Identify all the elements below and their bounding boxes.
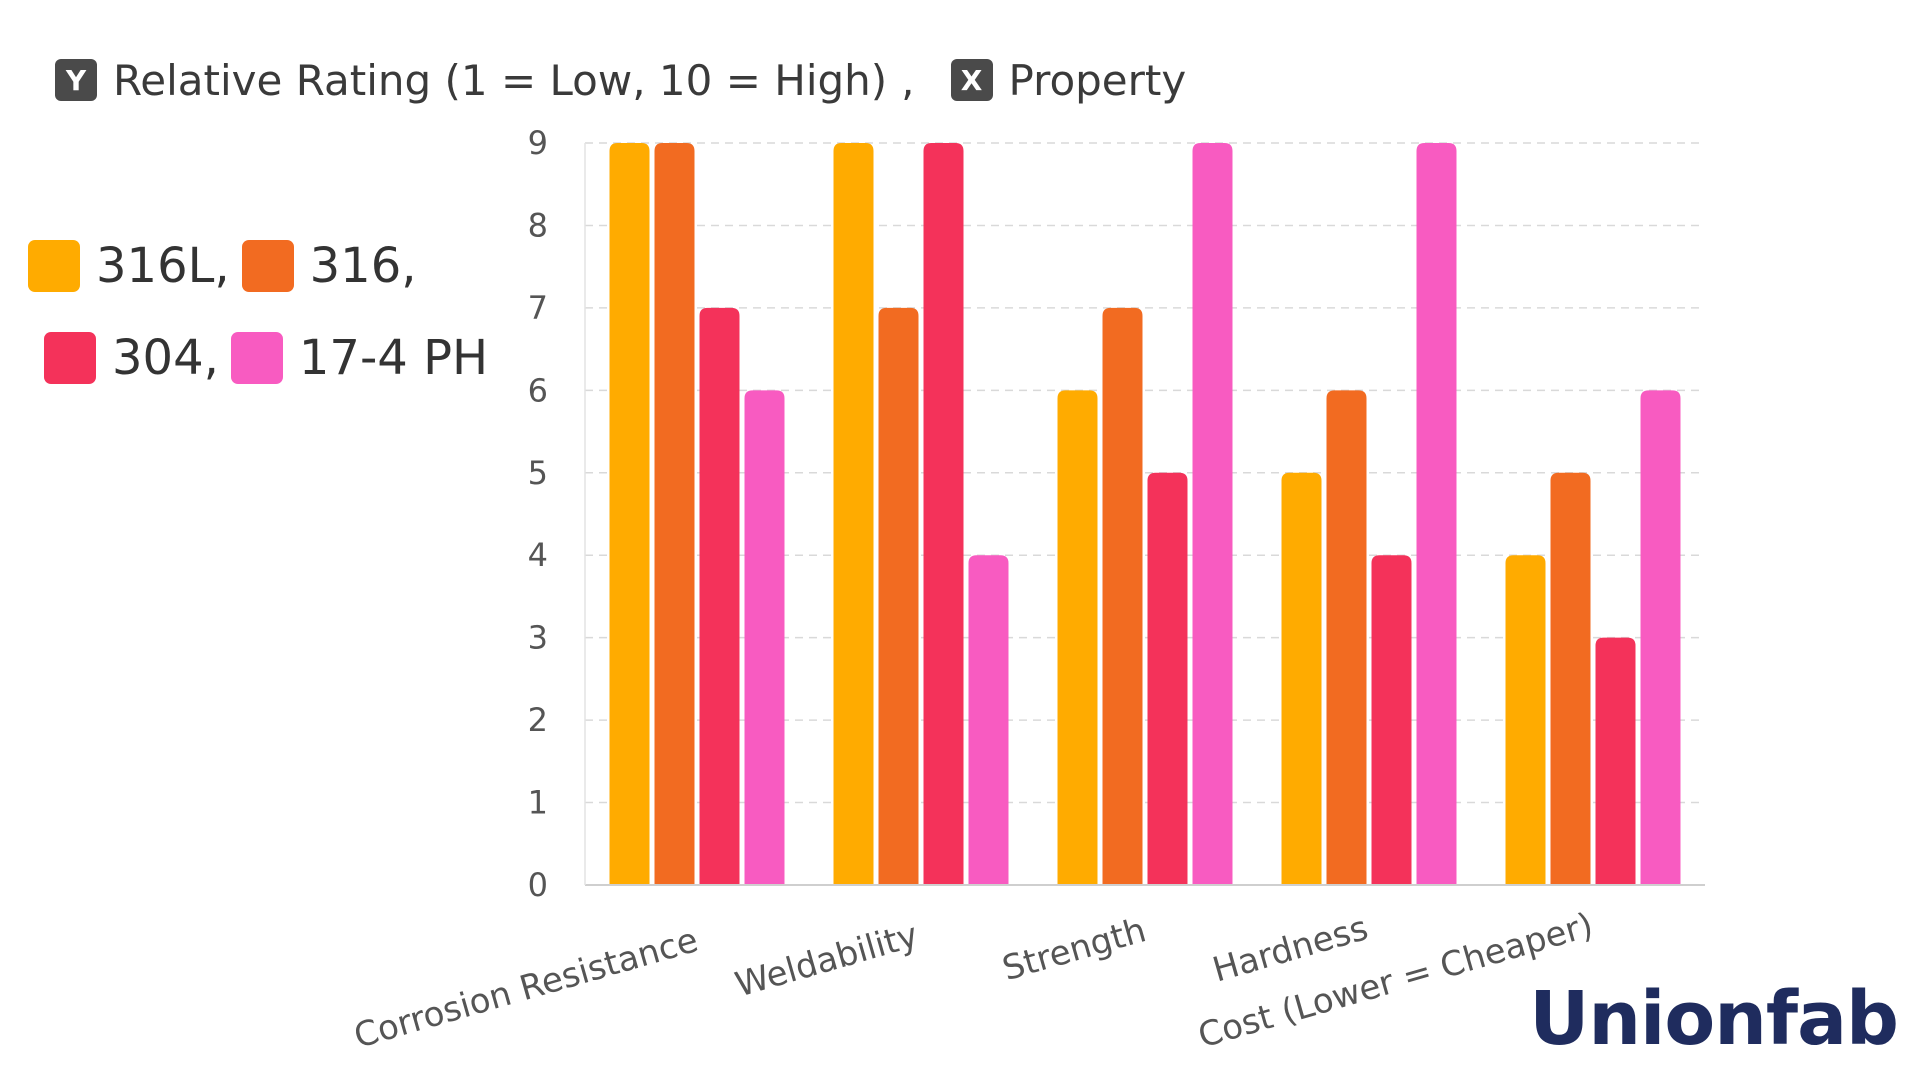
bar xyxy=(1640,390,1681,885)
y-axis-ticks: 0 1 2 3 4 5 6 7 8 9 xyxy=(528,124,548,904)
bar xyxy=(1505,555,1546,885)
x-category-label: Strength xyxy=(998,910,1150,989)
y-tick-label: 3 xyxy=(528,619,548,657)
x-axis-badge: X xyxy=(950,59,993,101)
y-tick-label: 7 xyxy=(528,289,548,327)
bar xyxy=(1192,143,1233,885)
bar xyxy=(1147,472,1188,885)
bar xyxy=(699,307,740,885)
bar xyxy=(1281,472,1322,885)
legend-item[interactable]: 316, xyxy=(241,238,417,294)
legend-label: 17-4 PH xyxy=(298,330,489,386)
legend-swatch xyxy=(241,240,294,292)
bar xyxy=(1326,390,1367,885)
x-axis xyxy=(584,143,1705,886)
bar xyxy=(744,390,785,885)
legend-row: 316L, 316, xyxy=(28,220,500,312)
bar xyxy=(609,143,650,885)
bar xyxy=(1371,555,1412,885)
bar xyxy=(1595,637,1636,885)
legend: 316L, 316, 304, 17-4 PH xyxy=(28,220,500,404)
bar xyxy=(1102,307,1143,885)
bar xyxy=(923,143,964,885)
bar xyxy=(968,555,1009,885)
y-axis-title: Relative Rating (1 = Low, 10 = High) xyxy=(113,55,888,105)
y-tick-label: 5 xyxy=(528,454,548,492)
y-tick-label: 0 xyxy=(528,866,548,904)
legend-item[interactable]: 304, xyxy=(44,330,219,386)
x-category-label: Weldability xyxy=(731,915,923,1005)
y-tick-label: 6 xyxy=(528,371,548,409)
bar xyxy=(654,143,695,885)
y-tick-label: 8 xyxy=(528,206,548,244)
y-tick-label: 9 xyxy=(528,124,548,162)
legend-label: 316L, xyxy=(96,238,230,294)
bar xyxy=(833,143,874,885)
axis-header: Y Relative Rating (1 = Low, 10 = High) ,… xyxy=(55,48,1186,112)
bar xyxy=(878,307,919,885)
y-tick-label: 2 xyxy=(528,701,548,739)
legend-item[interactable]: 316L, xyxy=(28,238,230,294)
x-axis-categories: Corrosion Resistance Weldability Strength H… xyxy=(350,905,1598,1056)
brand-logo: Unionfab xyxy=(1529,976,1899,1062)
legend-swatch xyxy=(28,240,80,292)
legend-swatch xyxy=(44,332,96,384)
axis-separator: , xyxy=(901,55,915,105)
legend-swatch xyxy=(230,332,283,384)
bar xyxy=(1550,472,1591,885)
bar xyxy=(1416,143,1457,885)
legend-label: 304, xyxy=(112,330,219,386)
x-axis-title: Property xyxy=(1008,55,1187,105)
y-tick-label: 1 xyxy=(528,784,548,822)
bars xyxy=(609,143,1681,885)
legend-item[interactable]: 17-4 PH xyxy=(230,330,489,386)
x-category-label: Corrosion Resistance xyxy=(350,920,703,1056)
y-axis-badge: Y xyxy=(55,59,97,101)
bar xyxy=(1057,390,1098,885)
legend-row: 304, 17-4 PH xyxy=(28,312,500,404)
legend-label: 316, xyxy=(309,238,417,294)
y-tick-label: 4 xyxy=(528,536,548,574)
